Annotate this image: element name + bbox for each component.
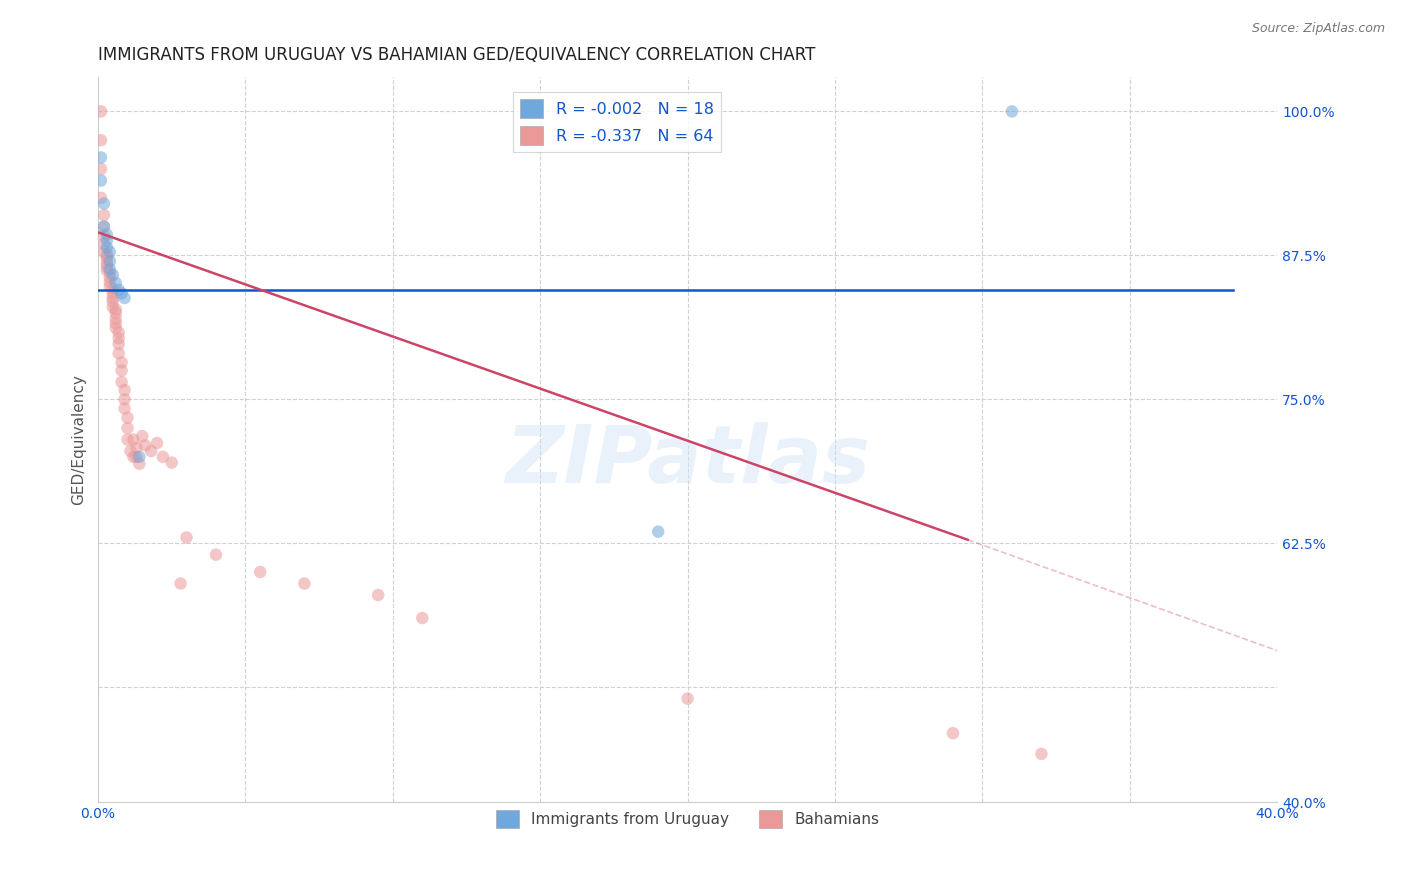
Point [111,355,134,369]
Point [107,326,129,340]
Point [122,450,145,464]
Y-axis label: GED/Equivalency: GED/Equivalency [72,374,86,505]
Point [101,291,124,305]
Point [96,250,118,264]
Point [114,401,136,416]
Point [120,444,142,458]
Point [114,291,136,305]
Point [93,196,115,211]
Point [93,244,115,259]
Point [152,450,174,464]
Point [104,321,127,335]
Point [104,306,127,320]
Point [96,247,118,261]
Point [98,266,121,280]
Point [117,421,139,435]
Point [411,611,433,625]
Point [93,228,115,243]
Point [98,279,121,293]
Point [128,457,150,471]
Point [176,531,198,545]
Point [114,383,136,397]
Point [205,548,228,562]
Point [98,244,121,259]
Point [117,433,139,447]
Point [249,565,271,579]
Point [101,286,124,301]
Point [93,219,115,234]
Point [160,456,183,470]
Point [96,227,118,242]
Point [104,316,127,330]
Point [107,331,129,345]
Point [1031,747,1053,761]
Point [128,450,150,464]
Point [96,233,118,247]
Point [96,260,118,274]
Point [96,256,118,270]
Point [111,286,134,301]
Point [90,191,112,205]
Point [98,270,121,285]
Point [101,294,124,309]
Point [101,282,124,296]
Point [134,438,156,452]
Text: ZIPatlas: ZIPatlas [505,422,870,500]
Point [98,275,121,289]
Point [104,276,127,290]
Point [676,691,699,706]
Legend: Immigrants from Uruguay, Bahamians: Immigrants from Uruguay, Bahamians [489,804,886,835]
Point [1001,104,1024,119]
Point [101,300,124,314]
Point [111,375,134,389]
Point [125,450,148,464]
Point [107,283,129,297]
Point [169,576,191,591]
Point [90,133,112,147]
Point [125,441,148,455]
Point [146,436,169,450]
Point [98,254,121,268]
Point [131,429,153,443]
Point [294,576,316,591]
Point [104,302,127,317]
Text: Source: ZipAtlas.com: Source: ZipAtlas.com [1251,22,1385,36]
Point [93,219,115,234]
Point [117,410,139,425]
Point [367,588,389,602]
Point [101,268,124,282]
Text: IMMIGRANTS FROM URUGUAY VS BAHAMIAN GED/EQUIVALENCY CORRELATION CHART: IMMIGRANTS FROM URUGUAY VS BAHAMIAN GED/… [98,46,815,64]
Point [90,173,112,187]
Point [96,240,118,254]
Point [96,252,118,266]
Point [647,524,669,539]
Point [114,392,136,407]
Point [104,311,127,326]
Point [111,363,134,377]
Point [942,726,965,740]
Point [122,433,145,447]
Point [90,161,112,176]
Point [93,236,115,251]
Point [139,444,162,458]
Point [107,337,129,351]
Point [90,151,112,165]
Point [107,346,129,360]
Point [90,104,112,119]
Point [96,263,118,277]
Point [98,262,121,277]
Point [93,208,115,222]
